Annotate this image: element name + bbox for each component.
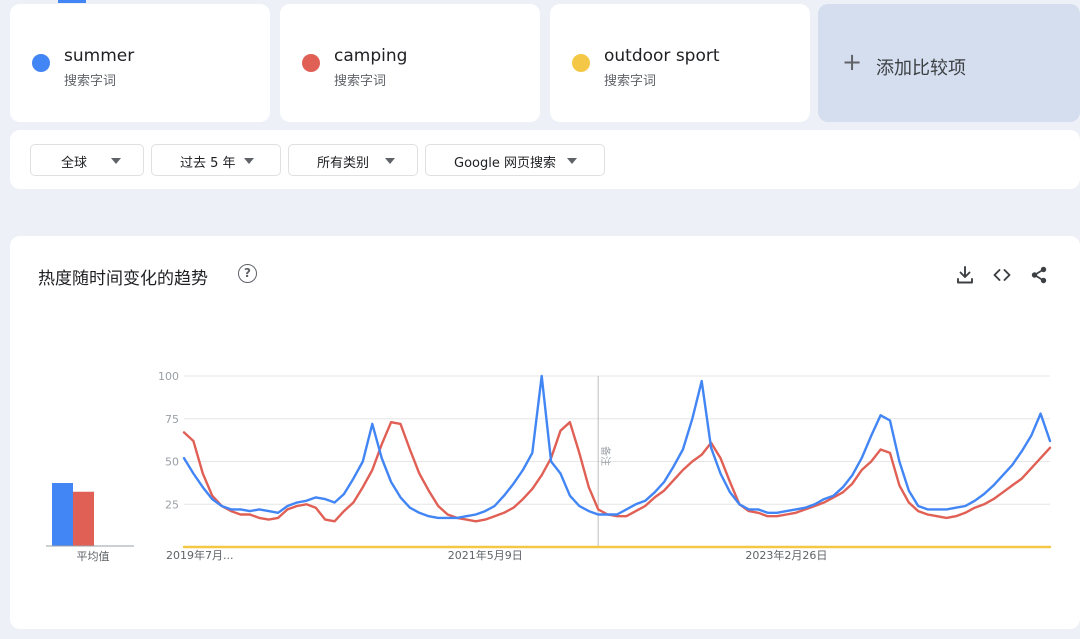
note-marker-label: 备注 [599, 446, 612, 466]
term-name[interactable]: camping [334, 46, 408, 66]
interest-over-time-card: 热度随时间变化的趋势 ? 平均值 100 75 50 25 备注 2019年7月... 20… [10, 236, 1080, 629]
search-type-filter[interactable]: Google 网页搜索 [425, 144, 605, 176]
series-line-summer [182, 374, 1052, 520]
y-tick-label: 25 [165, 498, 179, 511]
add-comparison-button[interactable]: + 添加比较项 [818, 4, 1080, 122]
average-bar-camping [73, 491, 94, 546]
term-name[interactable]: outdoor sport [604, 46, 720, 66]
y-tick-label: 100 [158, 370, 179, 383]
chart-title: 热度随时间变化的趋势 [38, 269, 208, 289]
region-filter-label: 全球 [61, 156, 88, 171]
share-icon[interactable] [1028, 264, 1050, 286]
term-type: 搜索字词 [64, 74, 117, 89]
camping-color-dot [302, 54, 320, 72]
chevron-down-icon [567, 158, 577, 164]
y-tick-label: 75 [165, 413, 179, 426]
category-filter-label: 所有类别 [317, 156, 370, 171]
term-card-summer[interactable]: summer 搜索字词 [10, 4, 270, 122]
x-tick-label: 2021年5月9日 [448, 548, 523, 562]
x-tick-label: 2019年7月... [166, 548, 233, 562]
add-comparison-label: 添加比较项 [876, 58, 966, 79]
term-card-camping[interactable]: camping 搜索字词 [280, 4, 540, 122]
help-icon[interactable]: ? [238, 264, 257, 283]
outdoor-sport-color-dot [572, 54, 590, 72]
time-range-filter[interactable]: 过去 5 年 [151, 144, 281, 176]
download-icon[interactable] [954, 264, 976, 286]
average-label: 平均值 [77, 550, 110, 563]
y-tick-label: 50 [165, 456, 179, 469]
selected-tab-indicator [58, 0, 86, 3]
term-type: 搜索字词 [334, 74, 387, 89]
chevron-down-icon [385, 158, 395, 164]
category-filter[interactable]: 所有类别 [288, 144, 418, 176]
term-card-outdoor-sport[interactable]: outdoor sport 搜索字词 [550, 4, 810, 122]
search-type-filter-label: Google 网页搜索 [454, 156, 556, 171]
filter-bar: 全球 过去 5 年 所有类别 Google 网页搜索 [10, 130, 1080, 189]
time-range-filter-label: 过去 5 年 [180, 156, 236, 171]
term-name[interactable]: summer [64, 46, 135, 66]
average-bar-summer [52, 483, 73, 546]
region-filter[interactable]: 全球 [30, 144, 144, 176]
summer-color-dot [32, 54, 50, 72]
embed-icon[interactable] [991, 264, 1013, 286]
term-type: 搜索字词 [604, 74, 657, 89]
trend-chart: 100 75 50 25 备注 2019年7月... 2021年5月9日 2023年2月26日 [158, 370, 1052, 562]
chevron-down-icon [111, 158, 121, 164]
x-tick-label: 2023年2月26日 [745, 548, 827, 562]
average-chart: 平均值 [46, 483, 134, 563]
series-line-camping [182, 421, 1052, 523]
plus-icon: + [842, 48, 863, 76]
chevron-down-icon [244, 158, 254, 164]
